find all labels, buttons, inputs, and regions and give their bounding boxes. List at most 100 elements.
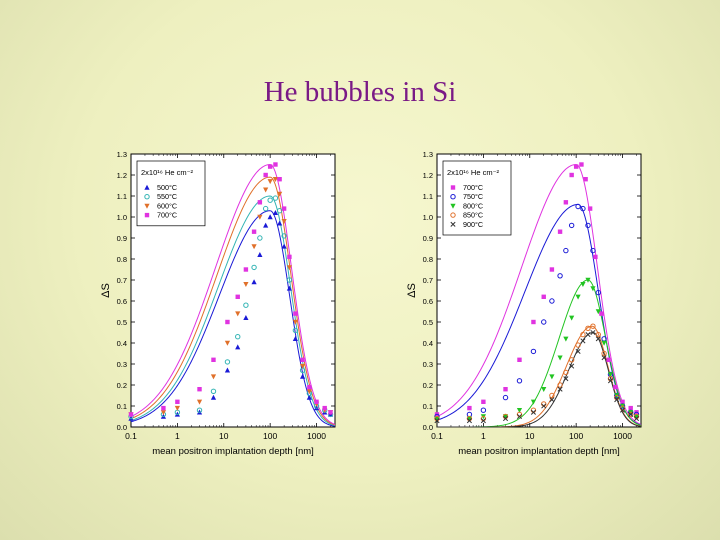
right-data-point: [585, 222, 591, 229]
right-y-axis-label: ΔS: [406, 283, 418, 298]
right-data-point: [620, 399, 625, 404]
left-data-point: [263, 172, 268, 178]
left-data-point: [174, 405, 180, 411]
left-data-point: [257, 235, 263, 241]
right-legend-marker: [450, 194, 456, 200]
left-y-axis-label: ΔS: [100, 283, 112, 298]
right-data-point: [480, 407, 487, 413]
left-series-3-points: [128, 162, 333, 417]
left-data-point: [281, 206, 287, 211]
right-x-tick-label: 100: [569, 431, 583, 441]
right-data-point: [575, 348, 581, 354]
right-legend-entry: 700°C: [463, 183, 483, 192]
left-legend-entry: 600°C: [157, 201, 177, 210]
left-y-tick-label: 0.6: [117, 297, 127, 306]
right-legend-marker: [450, 212, 456, 218]
left-x-ticks: 0.1 1 10 100 1000: [125, 154, 331, 441]
left-data-point: [251, 264, 257, 271]
left-data-point: [281, 219, 287, 224]
left-data-point: [277, 220, 283, 226]
right-data-point: [599, 311, 604, 316]
right-data-point: [579, 162, 584, 167]
right-data-point: [628, 411, 634, 418]
right-y-tick-label: 0.0: [423, 423, 433, 432]
right-legend-entry: 750°C: [463, 192, 483, 201]
right-data-point: [557, 273, 563, 279]
right-data-point: [466, 416, 473, 422]
left-x-tick-label: 100: [263, 431, 277, 441]
right-data-point: [613, 384, 618, 390]
left-data-point: [293, 311, 298, 316]
right-data-point: [606, 357, 611, 362]
right-data-point: [563, 376, 569, 382]
right-x-tick-label: 10: [525, 431, 535, 441]
right-data-point: [557, 229, 563, 234]
left-y-tick-label: 1.0: [117, 213, 127, 222]
left-y-tick-label: 0.8: [117, 255, 127, 264]
right-data-point: [434, 416, 440, 422]
right-data-point: [481, 399, 486, 404]
left-data-point: [267, 197, 273, 203]
right-data-point: [530, 348, 537, 355]
right-data-point: [434, 418, 440, 424]
right-x-tick-label: 0.1: [431, 431, 443, 441]
right-data-point: [585, 277, 591, 283]
right-data-point: [516, 413, 523, 420]
left-x-tick-label: 1: [175, 431, 180, 441]
left-data-point: [210, 394, 217, 400]
right-x-tick-label: 1: [481, 431, 486, 441]
left-fit-curve-1: [130, 195, 336, 427]
left-data-point: [224, 359, 231, 365]
right-curves: [436, 163, 642, 428]
right-data-point: [601, 350, 607, 357]
right-data-point: [590, 323, 596, 329]
left-data-point: [235, 311, 241, 317]
right-data-point: [580, 331, 586, 338]
right-x-axis-label: mean positron implantation depth [nm]: [458, 446, 620, 457]
right-chart: 0.1 1 10 100 1000 0.0 0.1 0.2 0.3 0.4 0.5 0.6 0.7 0.8…: [406, 146, 644, 464]
right-x-tick-label: 1000: [613, 431, 632, 441]
right-legend-marker: [450, 185, 456, 190]
right-data-point: [607, 378, 614, 384]
left-data-point: [272, 210, 279, 215]
left-data-point: [292, 319, 298, 325]
right-data-point: [619, 407, 626, 413]
left-data-point: [277, 177, 282, 182]
left-data-point: [257, 214, 263, 220]
left-y-tick-label: 0.7: [117, 276, 127, 285]
left-data-point: [267, 164, 273, 169]
right-data-point: [502, 414, 509, 420]
left-chart: 0.1 1 10 100 1000 0.0 0.1 0.2 0.3 0.4 0.5 0.6 0.7 0.8…: [100, 146, 338, 464]
left-fit-curve-2: [130, 176, 336, 426]
left-data-point: [262, 205, 269, 212]
right-data-point: [549, 397, 555, 403]
left-data-point: [243, 267, 249, 272]
right-data-point: [575, 203, 581, 210]
left-data-point: [322, 405, 327, 411]
right-data-point: [573, 164, 579, 169]
right-data-point: [557, 382, 563, 388]
right-chart-svg: 0.1 1 10 100 10000.00.10.20.30.40.50.60.70.8…: [406, 150, 642, 457]
left-y-tick-label: 0.2: [117, 381, 127, 390]
left-legend-marker: [144, 212, 150, 218]
left-y-tick-label: 1.1: [117, 192, 127, 201]
right-data-point: [530, 409, 536, 415]
left-legend-title: 2x10¹⁶ He cm⁻²: [141, 168, 194, 177]
left-legend-entry: 550°C: [157, 192, 177, 201]
left-data-point: [272, 177, 279, 182]
right-fit-curve-0: [436, 163, 642, 425]
right-data-point: [607, 372, 614, 378]
left-y-tick-label: 1.3: [117, 150, 127, 159]
right-data-point: [517, 357, 522, 362]
right-y-ticks: 0.0 0.1 0.2 0.3 0.4 0.5 0.6 0.7 0.8 0.9 1.0 1.1 1.2 1…: [423, 150, 641, 432]
right-data-point: [595, 336, 601, 342]
left-x-axis-label: mean positron implantation depth [nm]: [152, 446, 314, 457]
right-data-point: [580, 282, 586, 287]
right-y-tick-label: 0.6: [423, 297, 433, 306]
left-y-ticks: 0.0 0.1 0.2 0.3 0.4 0.5 0.6 0.7 0.8 0.9 1.0 1.1 1.2 1…: [117, 150, 335, 432]
left-data-point: [267, 214, 273, 220]
left-data-point: [263, 222, 269, 228]
right-data-point: [585, 332, 591, 338]
right-data-point: [541, 403, 547, 409]
